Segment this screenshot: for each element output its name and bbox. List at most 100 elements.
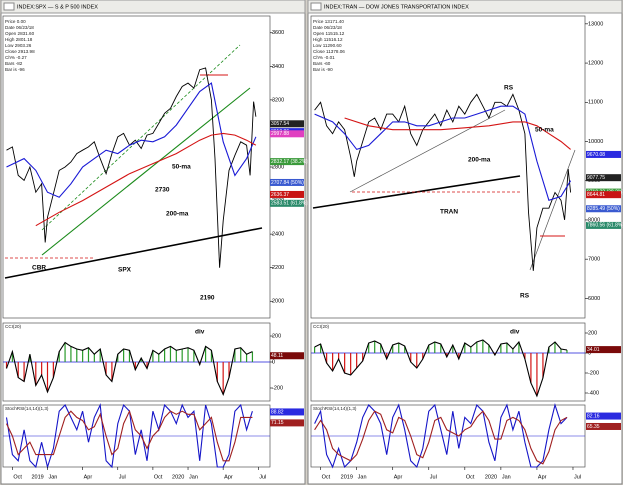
histogram-bar [446,353,448,357]
histogram-bar [542,353,544,378]
pane-frame [310,322,586,402]
annotation: 2730 [155,187,170,194]
info-line: Date 06/23/18 [313,25,342,30]
y-tick-label: 13000 [588,21,603,27]
histogram-bar [404,346,406,353]
histogram-bar [374,341,376,353]
histogram-bar [410,353,412,362]
x-tick-label: Oct [13,474,22,480]
histogram-bar [482,340,484,353]
price-tag-label: 2583.51 (61.8%) [271,201,308,207]
x-tick-label: Jul [430,474,437,480]
info-line: Price 0.00 [5,19,26,24]
histogram-bar [46,362,49,392]
trend-line [529,149,576,271]
info-line: Price 13171.40 [313,19,344,24]
info-line: Bars -82 [5,61,23,66]
histogram-bar [58,351,60,362]
histogram-bar [17,362,19,378]
price-tag [586,422,621,430]
x-tick-label: Jul [119,474,126,480]
trend-line [4,227,263,279]
price-tag [586,191,621,199]
series-line [6,82,257,198]
info-line: Close 11378.06 [313,49,345,54]
symbol-box [310,2,322,11]
histogram-bar [228,362,230,378]
annotation: 2190 [200,295,215,302]
price-tag [270,419,304,427]
trend-line [41,87,251,256]
y-tick-label: -200 [588,370,599,376]
info-line: Close 2913.98 [5,49,35,54]
histogram-bar [458,353,460,359]
price-tag-label: 2832.17 (38.2%) [271,159,308,165]
histogram-bar [158,354,160,362]
histogram-bar [380,344,382,353]
info-line: Low 11290.60 [313,43,342,48]
price-tag-label: 9670.08 [587,152,605,158]
histogram-bar [524,353,526,359]
price-tag [586,150,621,158]
info-line: Date 06/23/18 [5,25,34,30]
histogram-bar [362,353,364,361]
price-tag-label: 82.16 [587,413,600,419]
histogram-bar [488,345,490,353]
x-tick-label: Oct [466,474,475,480]
price-tag [586,346,621,354]
histogram-bar [452,345,454,353]
year-label: 2019 [341,474,353,480]
histogram-bar [5,362,8,369]
info-line: Bar is -90 [313,67,333,72]
x-tick-label: Oct [154,474,163,480]
histogram-bar [134,362,136,370]
histogram-bar [560,349,562,353]
x-tick-label: Apr [84,474,93,480]
price-tag [270,120,304,128]
trend-line [349,109,506,193]
histogram-bar [428,345,430,353]
histogram-bar [117,354,119,362]
histogram-bar [500,344,502,353]
series-line [5,341,253,396]
y-tick-label: -400 [588,390,599,396]
series-line [35,132,257,227]
pane-label: CCI(20) [5,324,22,329]
histogram-bar [350,353,352,375]
y-tick-label: 2000 [272,299,284,305]
y-tick-label: 10000 [588,139,603,145]
histogram-bar [11,351,13,362]
y-tick-label: 2400 [272,232,284,238]
y-tick-label: 3600 [272,30,284,36]
histogram-bar [320,344,322,353]
price-tag-label: 8644.81 [587,192,605,198]
x-tick-label: Jan [358,474,367,480]
price-tag [270,178,304,186]
histogram-bar [169,346,172,362]
year-label: 2020 [172,474,184,480]
annotation: div [510,329,520,336]
histogram-bar [204,346,207,362]
y-tick-label: 7000 [588,257,600,263]
y-tick-label: 2200 [272,265,284,271]
histogram-bar [398,343,400,353]
histogram-bar [245,354,248,362]
annotation: TRAN [440,209,458,216]
series-line [314,402,568,469]
price-tag-label: 3057.54 [271,121,289,127]
chart-title: INDEX:TRAN — DOW JONES TRANSPORTATION IN… [324,4,469,10]
y-tick-label: 9000 [588,178,600,184]
annotation: 200-ma [468,157,491,164]
histogram-bar [105,362,107,375]
window [307,0,623,485]
histogram-bar [29,354,31,362]
annotation: 200-ma [166,211,189,218]
annotation: CBR [32,265,46,272]
series-line [344,117,571,150]
pane-label: StochRSI(14,14)(1,3) [313,406,357,411]
series-line [314,105,572,201]
histogram-bar [70,346,72,362]
price-tag-label: 48.11 [271,353,283,359]
